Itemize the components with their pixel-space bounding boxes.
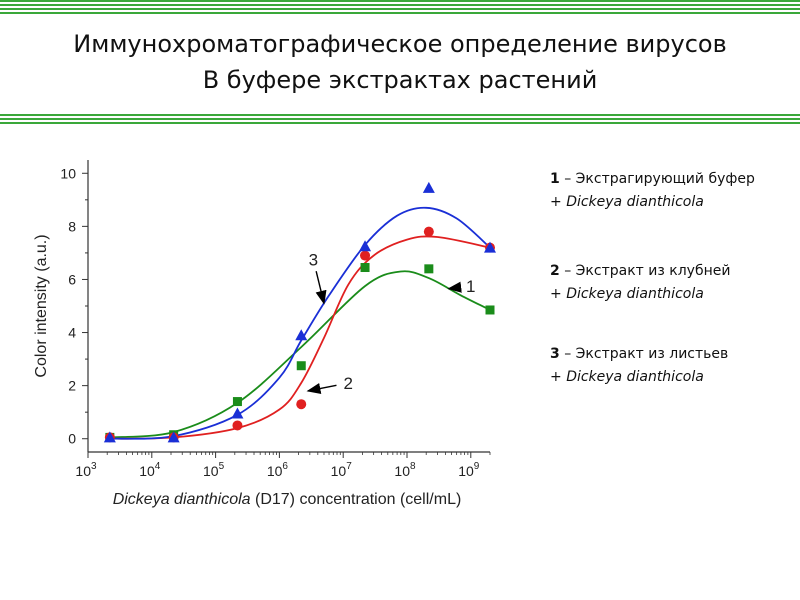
data-point-series-1 xyxy=(424,264,434,274)
y-tick-label: 2 xyxy=(68,378,76,394)
data-point-series-1 xyxy=(296,361,306,371)
data-point-series-3 xyxy=(103,431,116,443)
data-point-series-3 xyxy=(167,431,180,443)
annotation-arrow-2 xyxy=(306,383,337,394)
x-axis-label-species: Dickeya dianthicola xyxy=(113,491,251,508)
legend-label: – Экстрагирующий буфер xyxy=(564,171,755,187)
annotation-arrow-3 xyxy=(315,271,327,305)
legend-label: – Экстракт из листьев xyxy=(564,346,729,362)
x-axis-label-units: (D17) concentration (cell/mL) xyxy=(251,491,462,508)
legend-plus: + xyxy=(550,194,562,210)
legend-label: – Экстракт из клубней xyxy=(564,263,731,279)
data-point-series-1 xyxy=(485,305,495,315)
x-tick-exponent: 8 xyxy=(410,461,416,472)
slide-title: Иммунохроматографическое определение вир… xyxy=(0,26,800,98)
data-point-series-3 xyxy=(231,407,244,419)
stripe xyxy=(0,122,800,124)
legend-number: 3 xyxy=(550,346,560,362)
title-line-1: Иммунохроматографическое определение вир… xyxy=(73,30,727,58)
legend-number: 1 xyxy=(550,171,560,187)
x-tick-base: 10 xyxy=(394,463,410,479)
x-tick-label: 103 xyxy=(75,461,97,479)
annotation-arrow-1 xyxy=(447,281,462,293)
x-tick-base: 10 xyxy=(203,463,219,479)
data-point-series-2 xyxy=(232,420,243,431)
x-tick-base: 10 xyxy=(331,463,347,479)
stripe xyxy=(0,0,800,2)
x-tick-label: 107 xyxy=(331,461,353,479)
data-point-series-2 xyxy=(360,250,371,261)
legend-number: 2 xyxy=(550,263,560,279)
legend-species: Dickeya dianthicola xyxy=(566,369,704,385)
x-tick-label: 109 xyxy=(458,461,480,479)
data-point-series-2 xyxy=(423,226,434,237)
stripe xyxy=(0,114,800,116)
stripe xyxy=(0,12,800,14)
legend-entry-3: 3 – Экстракт из листьев + Dickeya dianth… xyxy=(550,343,728,389)
y-tick-label: 4 xyxy=(68,325,76,341)
x-tick-base: 10 xyxy=(267,463,283,479)
x-tick-base: 10 xyxy=(75,463,91,479)
data-point-series-1 xyxy=(232,397,242,407)
x-tick-exponent: 4 xyxy=(155,461,161,472)
y-tick-label: 10 xyxy=(60,165,76,181)
y-axis-label: Color intensity (a.u.) xyxy=(33,234,50,377)
x-tick-label: 105 xyxy=(203,461,225,479)
annotation-label-2: 2 xyxy=(344,374,353,393)
x-tick-exponent: 6 xyxy=(282,461,288,472)
legend-plus: + xyxy=(550,286,562,302)
x-tick-label: 108 xyxy=(394,461,416,479)
x-tick-label: 106 xyxy=(267,461,289,479)
x-tick-base: 10 xyxy=(458,463,474,479)
stripe xyxy=(0,8,800,10)
legend-plus: + xyxy=(550,369,562,385)
x-tick-exponent: 5 xyxy=(219,461,225,472)
data-point-series-2 xyxy=(296,399,307,410)
header-stripes-top xyxy=(0,0,800,14)
data-point-series-3 xyxy=(484,241,496,253)
y-tick-label: 0 xyxy=(68,431,76,447)
legend-species: Dickeya dianthicola xyxy=(566,286,704,302)
x-tick-label: 104 xyxy=(139,461,161,479)
y-tick-label: 6 xyxy=(68,271,76,287)
fit-curve-series-1 xyxy=(109,270,491,439)
stripe xyxy=(0,118,800,120)
data-point-series-1 xyxy=(360,263,370,273)
title-line-2: В буфере экстрактах растений xyxy=(202,66,598,94)
data-point-series-3 xyxy=(422,181,435,193)
header-stripes-bottom xyxy=(0,114,800,128)
x-tick-exponent: 7 xyxy=(346,461,352,472)
legend-species: Dickeya dianthicola xyxy=(566,194,704,210)
annotation-label-1: 1 xyxy=(466,277,475,296)
data-point-series-3 xyxy=(359,240,372,252)
y-tick-label: 8 xyxy=(68,218,76,234)
legend-entry-1: 1 – Экстрагирующий буфер + Dickeya diant… xyxy=(550,168,755,214)
legend-entry-2: 2 – Экстракт из клубней + Dickeya dianth… xyxy=(550,260,730,306)
annotation-label-3: 3 xyxy=(309,251,318,270)
x-tick-exponent: 9 xyxy=(474,461,480,472)
fit-curve-series-3 xyxy=(109,206,491,440)
fit-curve-series-2 xyxy=(109,235,491,440)
x-tick-base: 10 xyxy=(139,463,155,479)
stripe xyxy=(0,4,800,6)
data-point-series-3 xyxy=(295,329,308,341)
x-tick-exponent: 3 xyxy=(91,461,97,472)
x-axis-label: Dickeya dianthicola (D17) concentration … xyxy=(113,491,462,508)
